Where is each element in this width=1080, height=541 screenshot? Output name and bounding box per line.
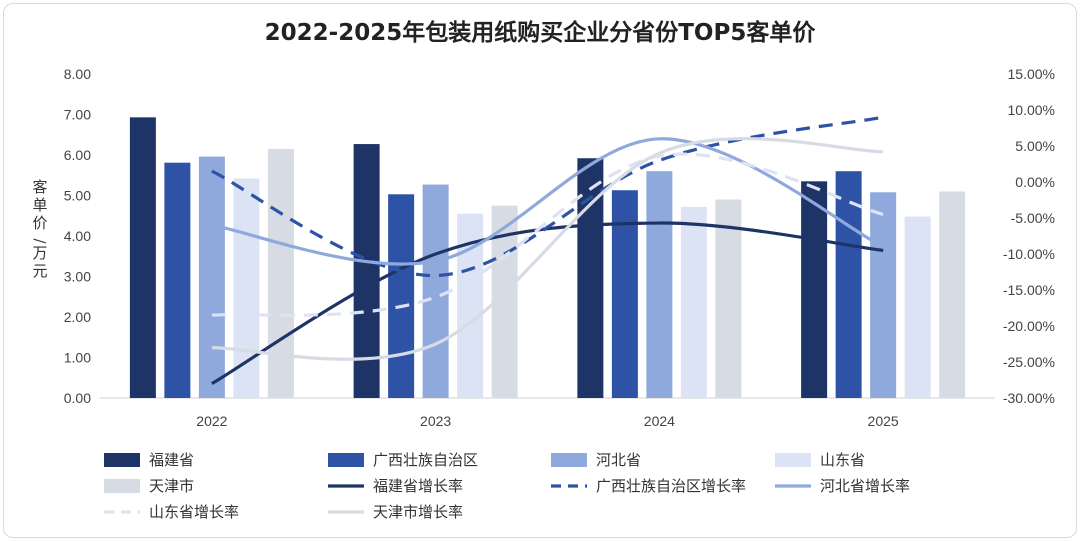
- y-axis-title-char: 元: [32, 262, 47, 280]
- bar-河北省-2025: [870, 192, 897, 398]
- bar-山东省-2024: [680, 206, 707, 398]
- bar-广西壮族自治区-2023: [388, 194, 415, 398]
- y-tick-label: 3.00: [64, 269, 91, 285]
- line-山东省增长率: [211, 152, 884, 317]
- legend-label-天津市: 天津市: [149, 477, 194, 495]
- bar-广西壮族自治区-2024: [611, 190, 638, 398]
- x-tick-label: 2024: [644, 413, 675, 429]
- y-tick-label: 4.00: [64, 228, 91, 244]
- line-河北省增长率: [211, 137, 884, 266]
- bar-福建省-2022: [129, 117, 156, 399]
- y2-tick-label: 0.00%: [1015, 174, 1055, 190]
- bar-山东省-2025: [904, 216, 931, 398]
- y-axis-title-char: 单: [32, 196, 47, 214]
- y2-tick-label: -10.00%: [1003, 246, 1055, 262]
- line-广西壮族自治区增长率: [211, 115, 884, 278]
- legend-label-山东省增长率: 山东省增长率: [149, 503, 239, 521]
- y2-tick-label: -25.00%: [1003, 354, 1055, 370]
- line-天津市增长率: [211, 137, 884, 361]
- bar-天津市-2025: [939, 191, 966, 398]
- bar-山东省-2022: [233, 178, 260, 398]
- y2-tick-label: 15.00%: [1008, 66, 1055, 82]
- x-tick-label: 2025: [868, 413, 899, 429]
- legend-swatch-河北省: [551, 453, 587, 467]
- bar-福建省-2025: [801, 181, 828, 398]
- legend-swatch-山东省: [775, 453, 811, 467]
- bar-河北省-2023: [422, 184, 449, 398]
- y2-tick-label: -20.00%: [1003, 318, 1055, 334]
- y2-tick-label: 5.00%: [1015, 138, 1055, 154]
- bar-天津市-2022: [267, 148, 294, 398]
- y-axis-title: 客单价 /万元: [31, 178, 49, 280]
- chart-title: 2022-2025年包装用纸购买企业分省份TOP5客单价: [265, 19, 817, 46]
- y-tick-label: 1.00: [64, 350, 91, 366]
- bar-天津市-2024: [715, 199, 742, 398]
- y2-tick-label: 10.00%: [1008, 102, 1055, 118]
- legend-swatch-天津市: [104, 479, 140, 493]
- y-tick-label: 0.00: [64, 390, 91, 406]
- y2-tick-label: -30.00%: [1003, 390, 1055, 406]
- legend-label-河北省: 河北省: [596, 451, 641, 469]
- y-axis-title-char: /: [31, 238, 49, 244]
- y-tick-label: 5.00: [64, 188, 91, 204]
- y-tick-label: 6.00: [64, 147, 91, 163]
- y-tick-label: 8.00: [64, 66, 91, 82]
- bar-福建省-2023: [353, 144, 380, 398]
- legend-label-福建省: 福建省: [149, 451, 194, 469]
- bar-河北省-2022: [198, 156, 225, 398]
- bar-广西壮族自治区-2025: [835, 171, 862, 398]
- legend-label-河北省增长率: 河北省增长率: [820, 477, 910, 495]
- legend-label-福建省增长率: 福建省增长率: [373, 477, 463, 495]
- x-tick-label: 2022: [196, 413, 227, 429]
- y-tick-label: 2.00: [64, 309, 91, 325]
- y-axis-title-char: 价: [32, 214, 47, 232]
- y2-tick-label: -5.00%: [1011, 210, 1055, 226]
- legend-swatch-福建省: [104, 453, 140, 467]
- legend-label-广西壮族自治区: 广西壮族自治区: [373, 451, 478, 469]
- bar-广西壮族自治区-2022: [164, 162, 191, 398]
- y-axis-title-char: 客: [32, 178, 47, 196]
- legend-label-天津市增长率: 天津市增长率: [373, 503, 463, 521]
- bar-河北省-2024: [646, 171, 673, 398]
- legend-label-山东省: 山东省: [820, 451, 865, 469]
- x-tick-label: 2023: [420, 413, 451, 429]
- legend-swatch-广西壮族自治区: [328, 453, 364, 467]
- y2-tick-label: -15.00%: [1003, 282, 1055, 298]
- y-tick-label: 7.00: [64, 107, 91, 123]
- y-axis-title-char: 万: [32, 244, 47, 262]
- legend-label-广西壮族自治区增长率: 广西壮族自治区增长率: [596, 477, 746, 495]
